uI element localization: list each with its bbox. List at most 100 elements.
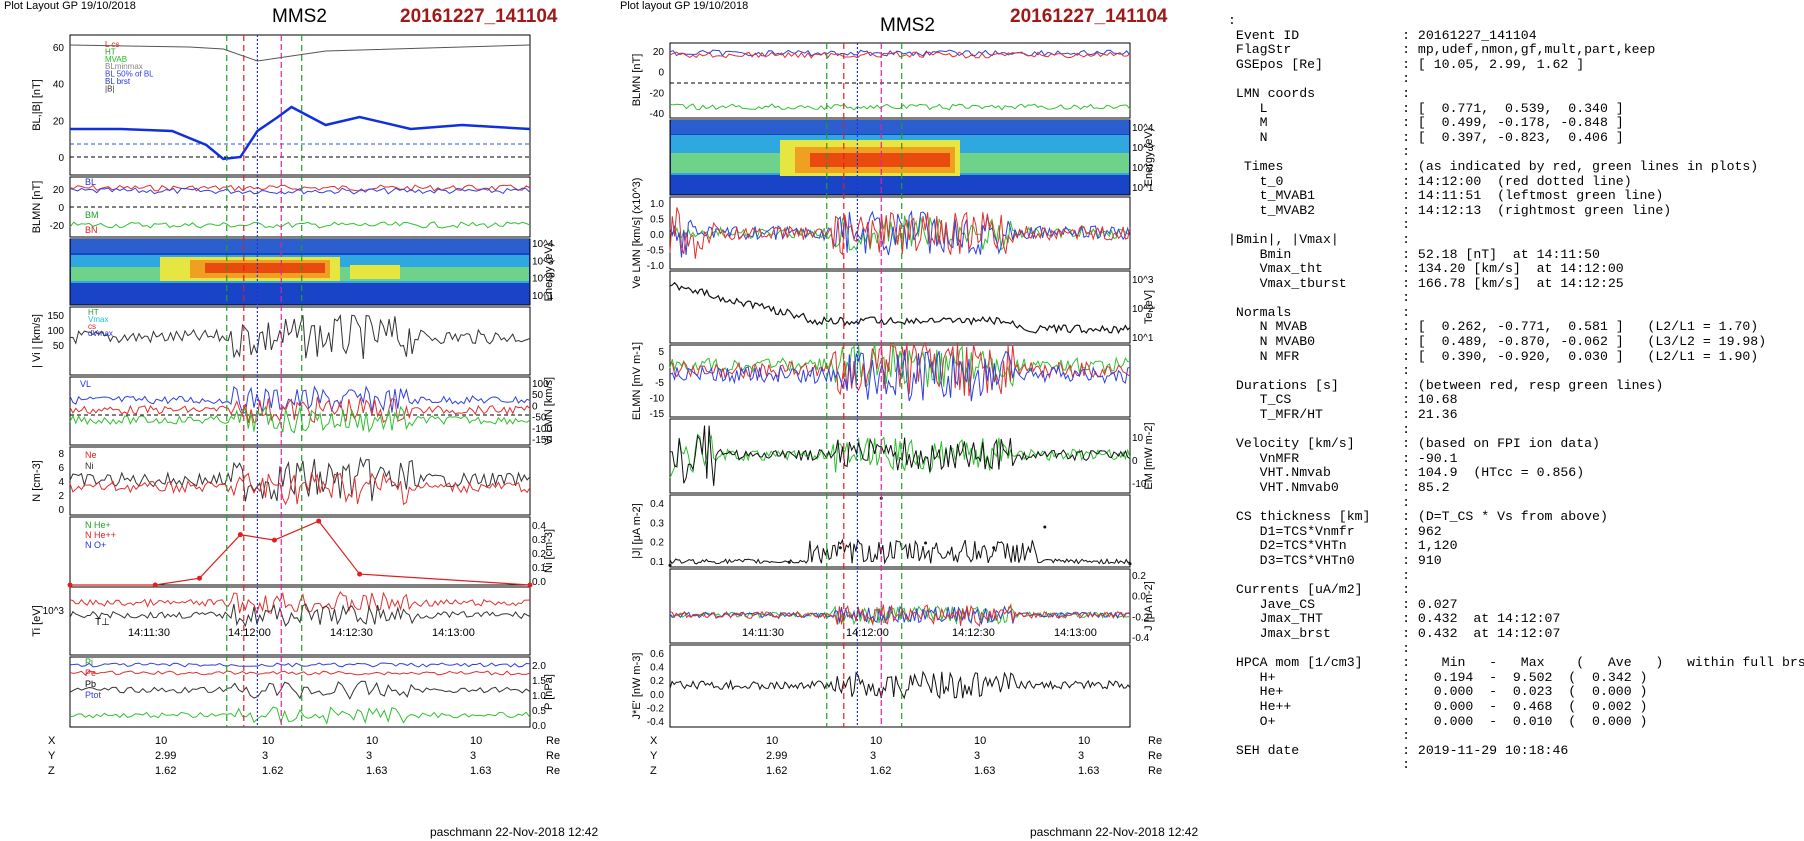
mid-tick-energy-3: 10^1 <box>1132 183 1154 194</box>
info-line: N : [ 0.397, -0.823, 0.406 ] <box>1228 129 1624 145</box>
info-line: VHT.Nmvab : 104.9 (HTcc = 0.856) <box>1228 465 1585 481</box>
pos-value: 10 <box>470 735 483 747</box>
info-line: T_MFR/HT : 21.36 <box>1228 407 1458 423</box>
info-line: Event ID : 20161227_141104 <box>1228 27 1537 43</box>
pos-label-z: Z <box>48 765 55 777</box>
series-he-plus-plus <box>70 520 531 586</box>
info-line: M : [ 0.499, -0.178, -0.848 ] <box>1228 115 1624 131</box>
legend-n-0: Ne <box>85 450 97 460</box>
left-tick-vi-1: 100 <box>47 326 64 337</box>
info-line: FlagStr : mp,udef,nmon,gf,mult,part,keep <box>1228 42 1656 58</box>
pos-value: 3 <box>974 750 981 762</box>
pos-value: 1.63 <box>1078 765 1100 777</box>
mid-tick-energy-1: 10^3 <box>1132 143 1154 154</box>
info-line: : <box>1228 728 1411 744</box>
he-plus-plus-point <box>237 532 243 538</box>
left-ylabel-2: Energy (eV) <box>543 243 555 302</box>
mid-tick-je-5: -0.4 <box>647 717 665 728</box>
pos-value: 10 <box>155 735 168 747</box>
series-bl <box>69 184 531 192</box>
pos-unit: Re <box>546 765 561 777</box>
mid-tick-ve-2: 0.0 <box>650 230 664 241</box>
left-layout-label: Plot Layout GP 19/10/2018 <box>4 0 136 12</box>
mid-series-en <box>669 349 1131 402</box>
left-tick-b-0: 60 <box>53 43 65 54</box>
left-tick-blmn-1: 0 <box>58 203 64 214</box>
mid-ylabel-2: Ve LMN [km/s] (x10^3) <box>631 178 643 289</box>
info-line: T_CS : 10.68 <box>1228 392 1458 408</box>
info-line: Jave_CS : 0.027 <box>1228 596 1458 612</box>
info-line: : <box>1228 13 1236 28</box>
info-line: t_0 : 14:12:00 (red dotted line) <box>1228 173 1632 189</box>
left-tick-2: 14:12:00 <box>228 627 271 639</box>
info-line: VnMFR : -90.1 <box>1228 450 1458 466</box>
legend-n-1: Ni <box>85 461 94 471</box>
info-line: : <box>1228 640 1411 656</box>
label-p-ion: Pi <box>85 657 93 667</box>
pos-value: 1.62 <box>262 765 284 777</box>
legend-b-6: |B| <box>105 84 115 93</box>
mid-tick-e-1: 0 <box>658 363 664 374</box>
series-bl-brst <box>70 105 531 161</box>
left-ylabel-8: P [nPa] <box>543 674 555 710</box>
series-pi <box>69 670 531 676</box>
abs-j-point <box>1043 525 1047 529</box>
pos-unit: Re <box>1148 735 1163 747</box>
info-line: Vmax_tht : 134.20 [km/s] at 14:12:00 <box>1228 261 1624 277</box>
info-line: D1=TCS*Vnmfr : 962 <box>1228 523 1442 539</box>
abs-j-point <box>924 541 928 545</box>
pos-unit: Re <box>1148 750 1163 762</box>
pos-label-z: Z <box>650 765 657 777</box>
info-line: LMN coords : <box>1228 85 1411 101</box>
mid-tick-b-2: -20 <box>650 88 665 99</box>
left-tick-vi-0: 150 <box>47 311 64 322</box>
he-plus-plus-point <box>152 582 158 588</box>
mid-series-bn-red <box>669 51 1131 59</box>
mid-tick-e-0: 5 <box>658 347 664 358</box>
info-line: CS thickness [km] : (D=T_CS * Vs from ab… <box>1228 509 1608 525</box>
info-line: H+ : 0.194 - 9.502 ( 0.342 ) <box>1228 669 1648 685</box>
mid-tick-j-3: -0.4 <box>1132 633 1150 644</box>
series-bm-blue <box>69 187 531 195</box>
series-t-par <box>69 591 531 615</box>
info-line: Jmax_brst : 0.432 at 14:12:07 <box>1228 625 1561 641</box>
left-ylabel-0: BL,|B| [nT] <box>31 79 43 131</box>
mid-series-abs-j <box>669 538 1131 565</box>
series-ptot <box>69 662 531 668</box>
mid-tick-absj-0: 0.4 <box>650 499 664 510</box>
left-energy-spectrogram <box>71 239 529 283</box>
info-line: : <box>1228 494 1411 510</box>
middle-footer: paschmann 22-Nov-2018 12:42 <box>1030 825 1199 839</box>
panel-blmn-frame <box>69 176 531 238</box>
panel-b-frame <box>69 34 531 176</box>
panel-vlmn-frame <box>69 376 531 446</box>
mid-tick-em-2: -10 <box>1132 479 1147 490</box>
left-tick-ti-0: 10^3 <box>43 606 65 617</box>
left-time-axis: 14:11:30 14:12:00 14:12:30 14:13:00 <box>0 0 475 639</box>
legend-hpca-0: N He+ <box>85 520 111 530</box>
legend-v-1: Vmax <box>88 315 108 324</box>
legend-hpca-1: N He++ <box>85 530 116 540</box>
left-tick-ni-3: 0.1 <box>532 563 546 574</box>
left-footer: paschmann 22-Nov-2018 12:42 <box>430 825 599 839</box>
legend-b-3: BLminmax <box>105 62 143 71</box>
middle-energy-spectrogram <box>671 120 1129 176</box>
label-p-b: Pb <box>85 679 96 689</box>
info-line: : <box>1228 363 1411 379</box>
left-tick-vlmn-4: -100 <box>532 424 552 435</box>
pos-unit: Re <box>546 735 561 747</box>
mid-tick-te-0: 10^3 <box>1132 275 1154 286</box>
mid-tick-je-0: 0.6 <box>650 649 664 660</box>
info-line: : <box>1228 217 1411 233</box>
mid-series-bm <box>669 103 1131 111</box>
legend-v-2: cs <box>88 322 96 331</box>
left-tick-energy-0: 10^4 <box>532 239 554 250</box>
mid-tick-em-1: 0 <box>1132 456 1138 467</box>
left-tick-vi-2: 50 <box>53 341 65 352</box>
left-tick-p-4: 0.0 <box>532 721 546 732</box>
abs-j-point <box>992 546 996 550</box>
pos-value: 2.99 <box>766 750 788 762</box>
mid-tick-energy-2: 10^2 <box>1132 163 1154 174</box>
pos-label-x: X <box>48 735 56 747</box>
he-plus-plus-point <box>357 571 363 577</box>
